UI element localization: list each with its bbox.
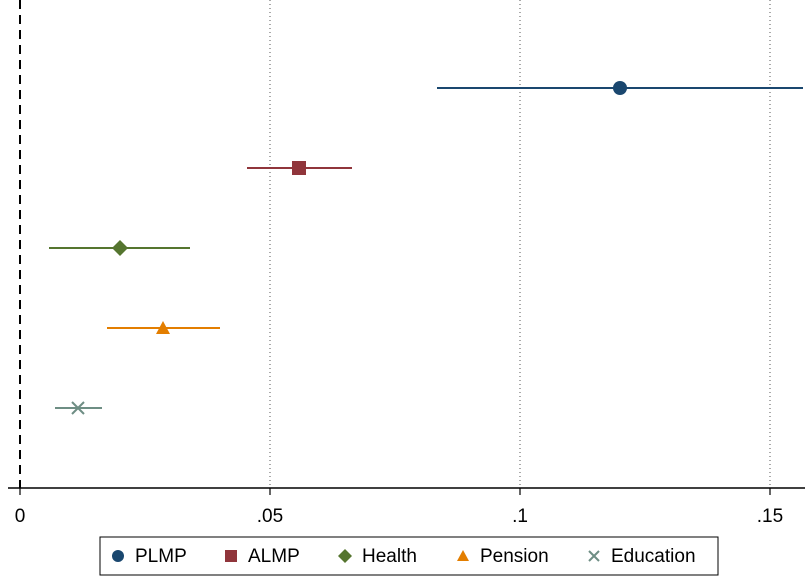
legend-marker [588, 550, 600, 562]
point [112, 240, 128, 256]
legend-marker [225, 550, 237, 562]
legend-box [99, 536, 719, 576]
legend-label: Pension [480, 546, 549, 567]
point [613, 81, 627, 95]
legend-item: ALMP [225, 546, 300, 567]
x-tick-label: .15 [757, 506, 783, 527]
legend-item: PLMP [112, 546, 187, 567]
legend-marker [338, 549, 352, 563]
legend-label: ALMP [248, 546, 300, 567]
point [156, 321, 170, 334]
x-tick-label: 0 [15, 506, 26, 527]
x-tick-label: .1 [512, 506, 528, 527]
legend-label: Education [611, 546, 696, 567]
legend-item: Pension [457, 546, 549, 567]
x-tick-label: .05 [257, 506, 283, 527]
point [292, 161, 306, 175]
legend-marker [112, 550, 124, 562]
legend-label: PLMP [135, 546, 187, 567]
legend-item: Health [338, 546, 417, 567]
point [71, 401, 85, 415]
legend-marker [457, 550, 469, 561]
legend-label: Health [362, 546, 417, 567]
legend-item: Education [588, 546, 696, 567]
